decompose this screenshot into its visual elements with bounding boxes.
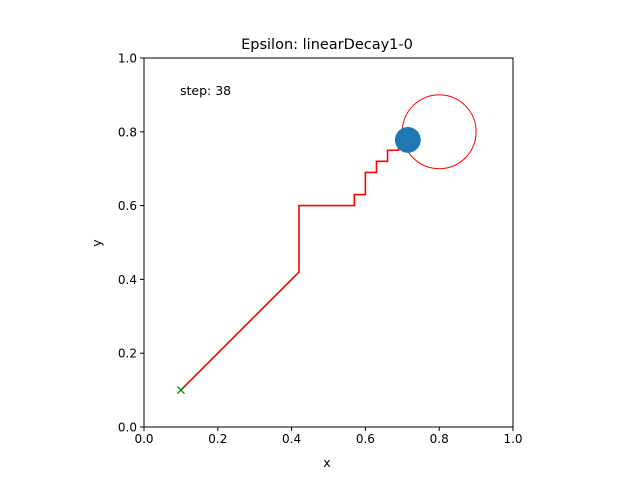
y-axis-label: y <box>89 239 104 247</box>
plot-area: 0.0 0.2 0.4 0.6 0.8 1.0 0.0 0.2 0.4 0.6 0.8 1.0 <box>118 52 523 447</box>
chart-title: Epsilon: linearDecay1-0 <box>241 37 413 53</box>
y-tick-label: 0.8 <box>118 125 137 139</box>
x-tick-label: 0.8 <box>430 432 449 446</box>
trajectory-path <box>180 138 410 391</box>
x-tick-label: 0.4 <box>282 432 301 446</box>
step-annotation: step: 38 <box>180 83 231 98</box>
x-tick-label: 0.6 <box>356 432 375 446</box>
x-axis-label: x <box>323 455 330 470</box>
x-tick-label: 0.2 <box>208 432 227 446</box>
y-tick-label: 0.6 <box>118 199 137 213</box>
y-tick-label: 1.0 <box>118 52 137 66</box>
x-tick-label: 1.0 <box>503 432 522 446</box>
axes-frame <box>143 57 514 428</box>
start-marker <box>176 386 185 395</box>
y-tick-label: 0.4 <box>118 273 137 287</box>
x-tick-label: 0.0 <box>134 432 153 446</box>
agent-marker <box>394 127 421 153</box>
y-tick-label: 0.0 <box>118 421 137 435</box>
y-tick-label: 0.2 <box>118 347 137 361</box>
